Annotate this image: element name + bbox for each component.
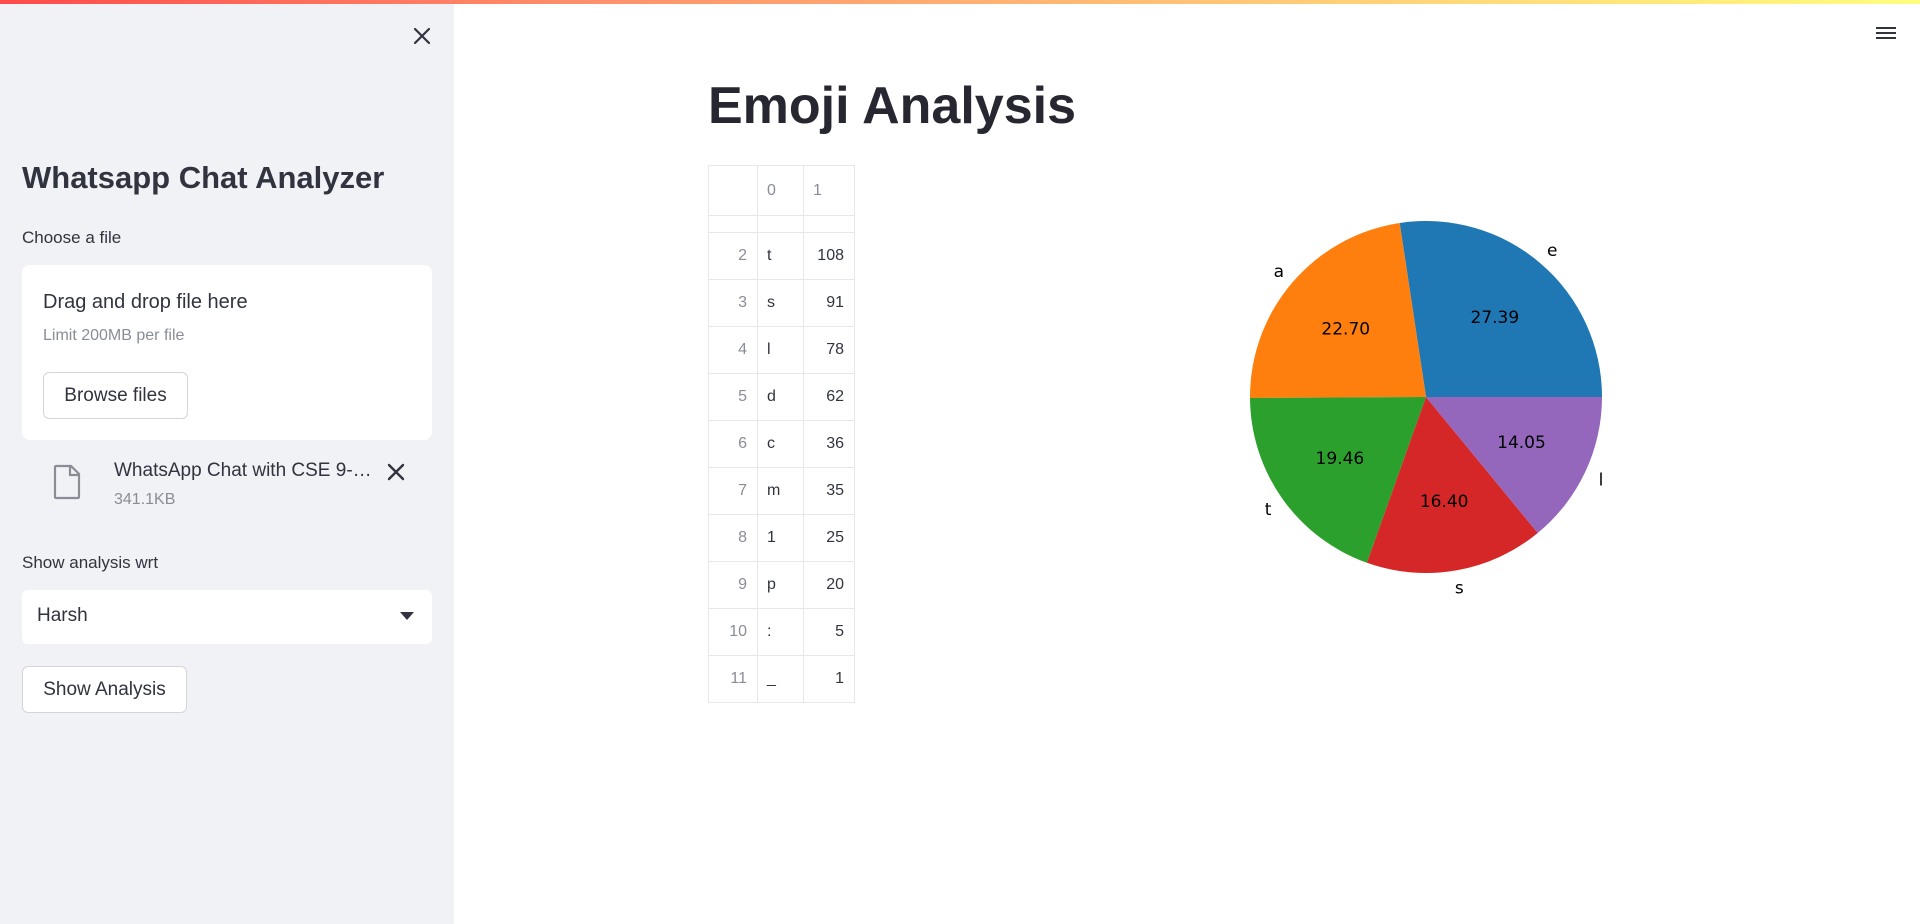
table-cell[interactable]: 91	[803, 279, 855, 327]
emoji-table[interactable]: 0 1 2 t 108 3 s 91 4 l 78 5 d 62 6 c 36 7 m 35 8 1 25 …	[708, 165, 855, 703]
uploaded-file-name: WhatsApp Chat with CSE 9-…	[114, 460, 372, 481]
row-index: 5	[708, 373, 758, 421]
table-row: 7 m 35	[708, 467, 855, 515]
row-index: 9	[708, 561, 758, 609]
table-index-header	[708, 165, 758, 216]
remove-file-icon[interactable]	[384, 460, 408, 484]
dropzone-limit: Limit 200MB per file	[43, 327, 185, 344]
close-icon[interactable]	[408, 22, 436, 50]
pie-slice-l	[1426, 397, 1602, 533]
pie-category-label: a	[1274, 262, 1284, 282]
file-uploader-label: Choose a file	[22, 228, 122, 247]
pie-slice-t	[1250, 397, 1426, 563]
table-cell[interactable]: d	[757, 373, 804, 421]
page-title: Emoji Analysis	[708, 77, 1076, 135]
table-cell[interactable]: 1	[803, 655, 855, 703]
user-select[interactable]: Harsh	[22, 590, 432, 644]
user-select-value: Harsh	[37, 605, 88, 626]
table-cell[interactable]: 78	[803, 326, 855, 374]
analysis-select-label: Show analysis wrt	[22, 553, 159, 572]
table-cell[interactable]: t	[757, 232, 804, 280]
table-cell[interactable]: c	[757, 420, 804, 468]
pie-value-label: 14.05	[1497, 433, 1546, 453]
pie-category-label: t	[1265, 500, 1272, 520]
table-row: 10:5	[708, 608, 855, 656]
table-cell[interactable]: 25	[803, 514, 855, 562]
emoji-pie-chart: 27.39 e 22.70 a 19.46 t 16.40 s 14.05 l	[1250, 221, 1604, 599]
show-analysis-button[interactable]: Show Analysis	[22, 666, 187, 713]
table-column-header[interactable]: 1	[803, 165, 855, 216]
file-dropzone[interactable]: Drag and drop file here Limit 200MB per …	[22, 265, 432, 440]
browse-files-button[interactable]: Browse files	[43, 372, 188, 419]
table-header-row: 0 1	[708, 165, 855, 216]
row-index: 2	[708, 232, 758, 280]
chevron-down-icon	[400, 612, 414, 620]
uploaded-file-size: 341.1KB	[114, 491, 176, 508]
table-row: 4 l 78	[708, 326, 855, 374]
sidebar: Whatsapp Chat Analyzer Choose a file Dra…	[0, 0, 454, 924]
row-index: 10	[708, 608, 758, 656]
table-cell[interactable]: _	[757, 655, 804, 703]
table-cell[interactable]: m	[757, 467, 804, 515]
table-cell[interactable]: 36	[803, 420, 855, 468]
table-row: 6 c 36	[708, 420, 855, 468]
uploaded-file: WhatsApp Chat with CSE 9-… 341.1KB	[22, 450, 432, 515]
table-cell[interactable]: 5	[803, 608, 855, 656]
table-cell[interactable]: 20	[803, 561, 855, 609]
dropzone-title: Drag and drop file here	[43, 291, 248, 313]
table-cell[interactable]: 1	[757, 514, 804, 562]
row-index: 3	[708, 279, 758, 327]
file-icon	[53, 464, 81, 500]
pie-category-label: l	[1599, 471, 1604, 491]
table-row: 2 t 108	[708, 232, 855, 280]
pie-category-label: e	[1547, 241, 1557, 261]
pie-slice-s	[1366, 397, 1538, 573]
pie-value-label: 16.40	[1420, 492, 1469, 512]
hamburger-menu-icon[interactable]	[1874, 24, 1898, 44]
table-cell[interactable]: l	[757, 326, 804, 374]
table-cell[interactable]: 62	[803, 373, 855, 421]
table-row: 5 d 62	[708, 373, 855, 421]
top-accent-bar	[0, 0, 1920, 4]
table-column-header[interactable]: 0	[757, 165, 804, 216]
table-cell[interactable]: 35	[803, 467, 855, 515]
sidebar-title: Whatsapp Chat Analyzer	[22, 160, 385, 195]
table-cell[interactable]: :	[757, 608, 804, 656]
row-index: 8	[708, 514, 758, 562]
pie-value-label: 22.70	[1321, 319, 1370, 339]
table-row: 11 _ 1	[708, 655, 855, 703]
table-cell[interactable]: s	[757, 279, 804, 327]
table-cell[interactable]: p	[757, 561, 804, 609]
table-row: 9 p 20	[708, 561, 855, 609]
pie-slice-a	[1250, 222, 1426, 398]
row-index: 6	[708, 420, 758, 468]
pie-value-label: 27.39	[1471, 308, 1520, 328]
table-cell[interactable]: 108	[803, 232, 855, 280]
row-index: 7	[708, 467, 758, 515]
row-index: 11	[708, 655, 758, 703]
pie-value-label: 19.46	[1316, 449, 1365, 469]
row-index: 4	[708, 326, 758, 374]
table-row: 3 s 91	[708, 279, 855, 327]
table-scroll-gap	[708, 215, 855, 233]
pie-slice-e	[1399, 221, 1602, 397]
table-row: 8 1 25	[708, 514, 855, 562]
pie-category-label: s	[1455, 579, 1464, 599]
